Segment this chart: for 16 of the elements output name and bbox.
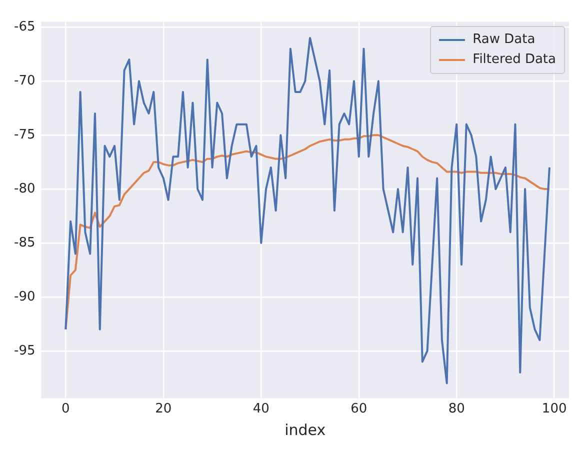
y-tick-label: -80	[14, 181, 36, 196]
y-tick-label: -85	[14, 235, 36, 250]
x-tick-label: 100	[542, 402, 567, 417]
y-tick-label: -90	[14, 289, 36, 304]
legend-label: Raw Data	[472, 30, 536, 49]
y-tick-label: -95	[14, 343, 36, 358]
legend-label: Filtered Data	[472, 50, 556, 69]
y-tick-label: -70	[14, 74, 36, 89]
x-tick-label: 0	[62, 402, 70, 417]
y-tick-label: -65	[14, 20, 36, 35]
x-axis-title: index	[284, 420, 326, 439]
x-tick-label: 20	[155, 402, 172, 417]
x-tick-label: 60	[350, 402, 368, 417]
x-tick-label: 80	[448, 402, 465, 417]
x-tick-label: 40	[252, 402, 270, 417]
y-tick-label: -75	[14, 127, 36, 142]
